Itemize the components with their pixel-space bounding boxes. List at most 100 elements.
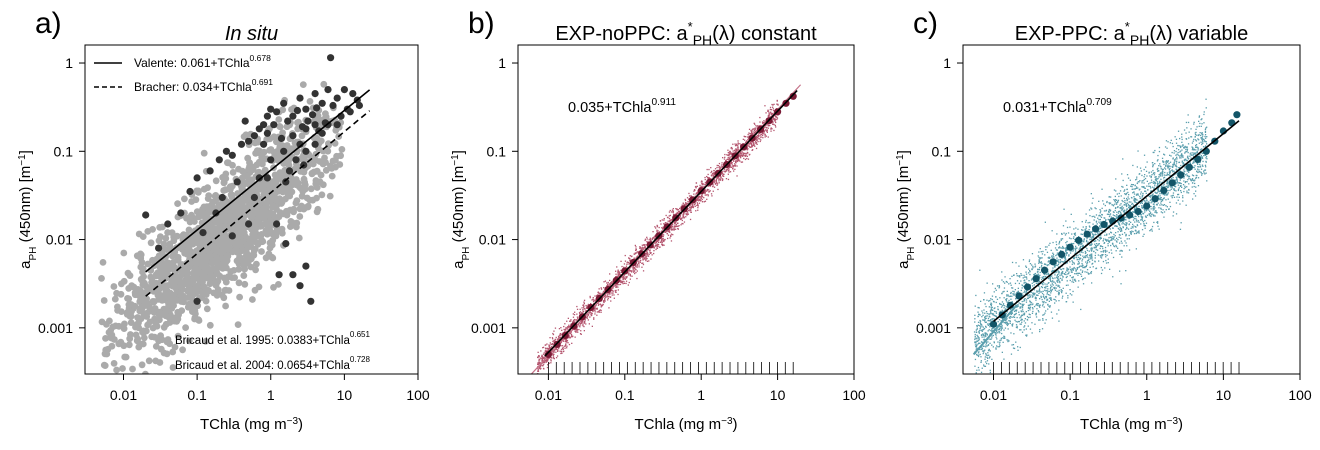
cloud-point (1020, 319, 1022, 321)
cloud-point (978, 337, 980, 339)
cloud-point (594, 309, 596, 311)
cloud-point (596, 295, 598, 297)
cloud-point (125, 285, 133, 292)
cloud-point (1164, 168, 1167, 170)
cloud-point (574, 330, 576, 332)
cloud-point (721, 166, 723, 168)
cloud-point (752, 144, 754, 147)
cloud-point (571, 335, 573, 337)
cloud-point (677, 222, 679, 225)
cloud-point (299, 81, 307, 88)
cloud-point (695, 210, 697, 212)
cloud-point (1183, 173, 1185, 175)
cloud-point (583, 325, 585, 328)
cloud-point (162, 234, 170, 242)
cloud-point (1065, 292, 1067, 294)
cloud-point (642, 259, 644, 261)
cloud-point (774, 118, 777, 121)
cloud-point (663, 218, 665, 220)
cloud-point (641, 266, 643, 268)
cloud-point (712, 174, 715, 176)
cloud-point (749, 141, 751, 143)
cloud-point (191, 307, 199, 315)
cloud-point (638, 262, 640, 264)
data-point (193, 297, 201, 305)
cloud-point (544, 344, 546, 346)
cloud-point (583, 322, 585, 324)
cloud-point (313, 208, 321, 216)
cloud-point (204, 184, 212, 192)
cloud-point (223, 253, 231, 261)
cloud-point (730, 166, 732, 168)
x-tick-label: 1 (697, 387, 705, 403)
cloud-point (597, 291, 599, 294)
cloud-point (615, 283, 617, 285)
cloud-point (577, 318, 579, 320)
cloud-point (612, 290, 614, 292)
cloud-point (228, 193, 236, 201)
cloud-point (731, 148, 733, 150)
cloud-point (763, 127, 765, 129)
cloud-point (1095, 214, 1098, 216)
cloud-point (688, 195, 691, 197)
cloud-point (728, 159, 730, 161)
cloud-point (765, 124, 767, 126)
cloud-point (730, 147, 732, 149)
cloud-point (1098, 260, 1100, 262)
cloud-point (538, 360, 540, 362)
cloud-point (275, 281, 282, 288)
cloud-point (555, 351, 557, 353)
cloud-point (629, 258, 631, 260)
cloud-point (242, 252, 250, 260)
cloud-point (673, 225, 675, 227)
cloud-point (690, 211, 692, 213)
cloud-point (276, 209, 284, 217)
cloud-point (182, 240, 190, 248)
cloud-point (590, 303, 592, 305)
cloud-point (635, 252, 638, 254)
cloud-point (623, 274, 626, 276)
cloud-point (646, 257, 648, 260)
cloud-point (151, 333, 159, 341)
cloud-point (1029, 306, 1032, 308)
cloud-point (714, 182, 717, 184)
cloud-point (767, 136, 769, 138)
cloud-point (570, 331, 572, 333)
cloud-point (644, 246, 646, 249)
cloud-point (737, 159, 739, 162)
cloud-point (590, 313, 592, 315)
cloud-point (579, 326, 581, 328)
cloud-point (725, 159, 727, 161)
cloud-point (258, 248, 265, 255)
cloud-point (538, 366, 540, 368)
cloud-point (570, 333, 573, 335)
cloud-point (131, 302, 139, 310)
cloud-point (540, 350, 542, 352)
data-point (289, 271, 297, 279)
cloud-point (610, 282, 612, 284)
cloud-point (1162, 185, 1164, 187)
cloud-point (252, 238, 259, 246)
cloud-point (776, 118, 778, 121)
cloud-point (593, 317, 595, 319)
fit-line-valente (145, 89, 371, 273)
cloud-point (980, 356, 982, 358)
cloud-point (742, 138, 744, 140)
cloud-point (981, 330, 983, 332)
data-point (280, 147, 288, 155)
cloud-point (1003, 358, 1005, 360)
cloud-point (124, 295, 131, 302)
cloud-point (641, 249, 643, 251)
cloud-point (704, 189, 706, 191)
cloud-point (592, 310, 594, 312)
cloud-point (598, 310, 601, 312)
cloud-point (710, 193, 713, 195)
cloud-point (149, 298, 157, 305)
cloud-point (1175, 150, 1177, 153)
cloud-point (589, 316, 591, 318)
cloud-point (675, 208, 677, 210)
cloud-point (1136, 224, 1139, 227)
cloud-point (559, 333, 561, 335)
cloud-point (1205, 127, 1207, 129)
cloud-point (1074, 273, 1076, 275)
